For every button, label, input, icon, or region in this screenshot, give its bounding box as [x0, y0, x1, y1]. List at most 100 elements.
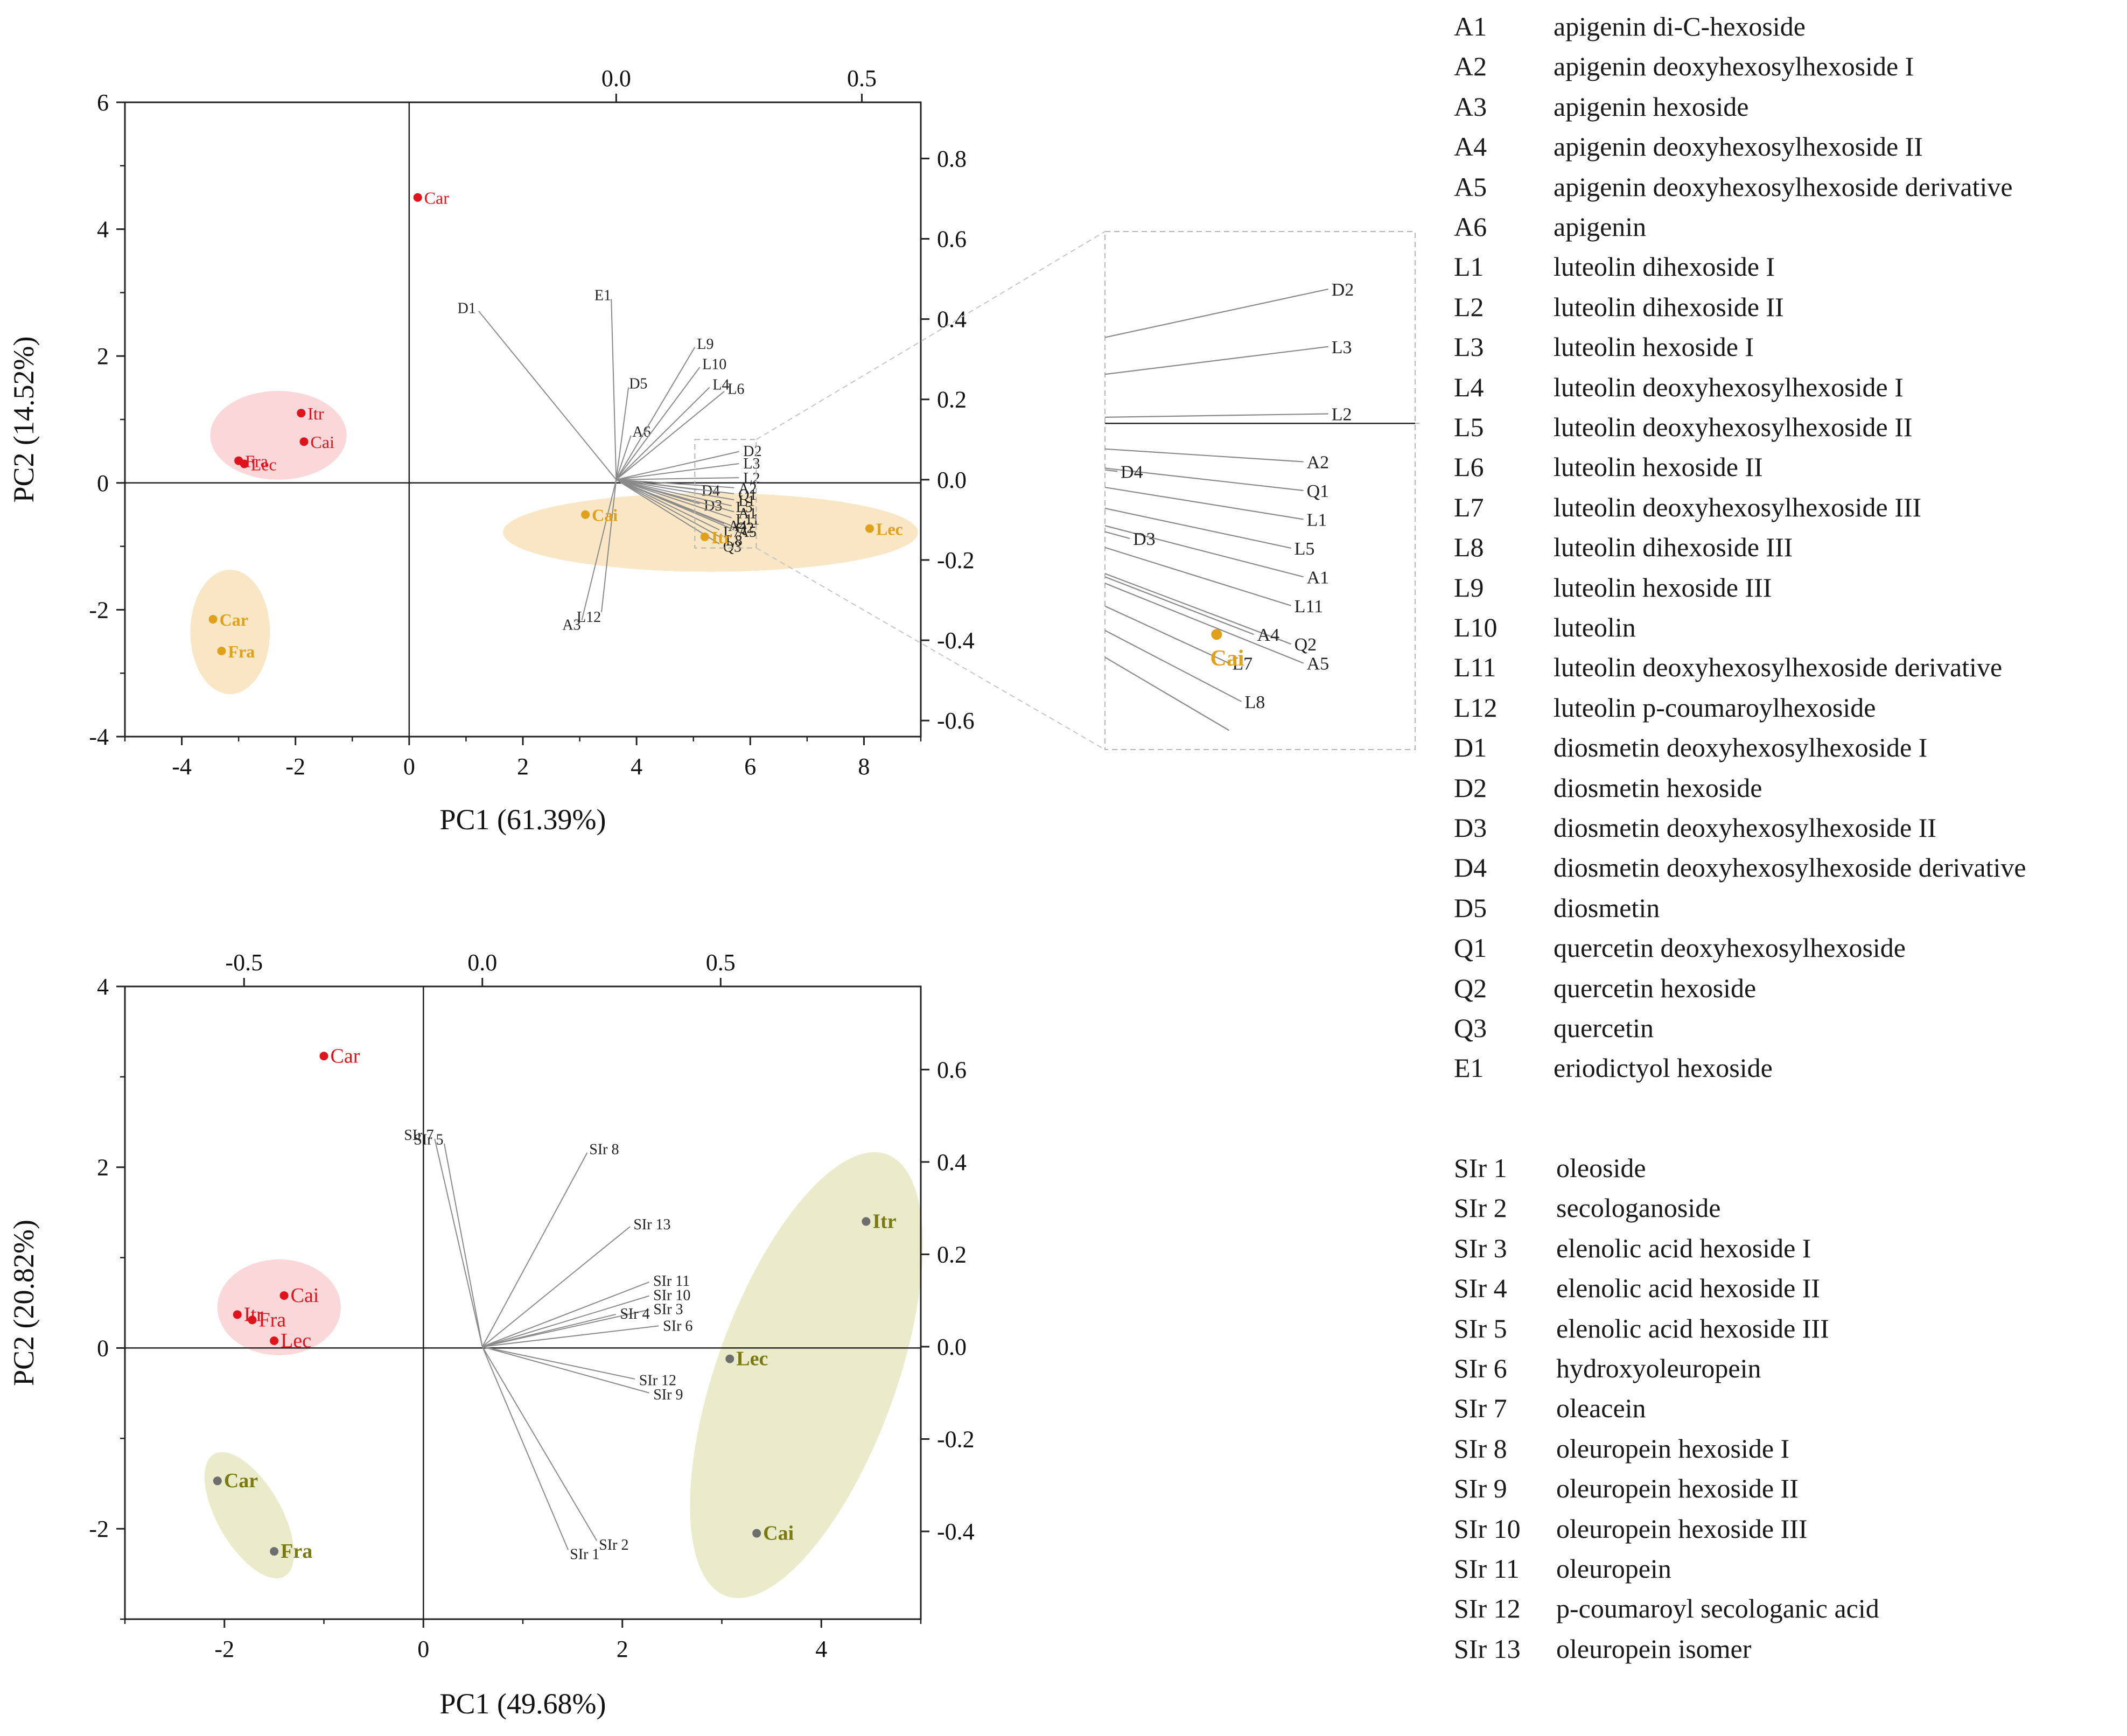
loading-vector-l8: [615, 479, 722, 538]
loading-label-l12: L12: [577, 609, 601, 626]
olive-score-label-lec: Lec: [736, 1348, 768, 1370]
legend-code: SIr 8: [1454, 1433, 1507, 1464]
legend-code: SIr 9: [1454, 1473, 1507, 1504]
legend-row-a4: A4 apigenin deoxyhexosylhexoside II: [1454, 131, 2122, 171]
legend-compound-name: apigenin hexoside: [1554, 91, 1749, 122]
zoom-source-box: [694, 439, 757, 549]
orange-score-label-fra: Fra: [228, 642, 255, 661]
legend-code: SIr 12: [1454, 1593, 1521, 1624]
legend-code: D4: [1454, 852, 1487, 883]
red-score-label-itr: Itr: [307, 404, 324, 423]
loading-vector-l9: [615, 347, 696, 480]
loading-label-a3: A3: [562, 617, 580, 634]
bottom-tick-label: 2: [617, 1636, 628, 1662]
loading-label-a1: A1: [738, 506, 757, 522]
left-tick-label: -2: [89, 597, 109, 623]
loading-label-l9: L9: [697, 336, 713, 353]
legend-row-q2: Q2 quercetin hexoside: [1454, 972, 2122, 1012]
bottom-tick-label: 6: [744, 753, 756, 780]
legend-compound-name: diosmetin deoxyhexosylhexoside I: [1554, 732, 1928, 763]
legend-code: L2: [1454, 291, 1484, 322]
loading-vector-sir-12: [482, 1346, 635, 1380]
bottom-tick-label: -4: [172, 753, 192, 780]
loading-vector-l3: [616, 463, 739, 480]
inset-loading-vector-l2: [1105, 413, 1328, 418]
olive-score-point-fra: [270, 1547, 279, 1556]
inset-loading-vector-l11: [1105, 547, 1291, 606]
secoiridoid-biplot: -2 0 2 4 -2 0 2 4 -0.5 0.0 0.5 0.6 0.4 0.2 0.0 -0.2 -0.4…: [8, 949, 975, 1720]
red-score-label-car: Car: [424, 188, 450, 208]
legend-compound-name: luteolin dihexoside I: [1554, 251, 1775, 282]
legend-code: Q3: [1454, 1013, 1487, 1043]
legend-row-q3: Q3 quercetin: [1454, 1012, 2122, 1052]
loading-label-l4: L4: [712, 377, 729, 394]
olive-score-point-itr: [862, 1217, 871, 1226]
legend-code: D3: [1454, 813, 1487, 843]
legend-code: L8: [1454, 532, 1484, 563]
inset-loading-vector-d2: [1105, 288, 1328, 338]
legend-row-q1: Q1 quercetin deoxyhexosylhexoside: [1454, 932, 2122, 972]
olive-score-label-fra: Fra: [281, 1540, 312, 1563]
loading-vector-a1: [616, 479, 734, 513]
orange-score-label-car: Car: [220, 610, 248, 629]
y-axis-title: PC2 (14.52%): [8, 337, 40, 503]
loading-label-sir-5: SIr 5: [414, 1132, 443, 1149]
zoom-connector-bottom: [755, 547, 1106, 750]
legend-compound-name: oleuropein isomer: [1556, 1633, 1752, 1664]
loading-vector-sir-10: [482, 1295, 649, 1347]
red-score-point-lec: [270, 1336, 279, 1345]
legend-compound-name: apigenin deoxyhexosylhexoside II: [1554, 131, 1923, 162]
inset-frame: [1104, 231, 1416, 750]
legend-compound-name: luteolin deoxyhexosylhexoside derivative: [1554, 652, 2003, 683]
red-score-label-fra: Fra: [245, 452, 268, 471]
red-score-point-itr: [233, 1310, 242, 1319]
legend-row-l4: L4 luteolin deoxyhexosylhexoside I: [1454, 372, 2122, 411]
loading-vector-d1: [478, 311, 617, 480]
bottom-tick-label: 0: [403, 753, 415, 780]
x-axis-title: PC1 (49.68%): [440, 1688, 606, 1720]
loading-vector-l5: [616, 479, 732, 507]
inset-loading-vector-q1: [1105, 467, 1304, 492]
red-score-label-fra: Fra: [258, 1308, 286, 1331]
legend-row-sir-10: SIr 10 oleuropein hexoside III: [1454, 1513, 2122, 1553]
legend-row-l11: L11 luteolin deoxyhexosylhexoside derivat…: [1454, 652, 2122, 691]
legend-code: L5: [1454, 412, 1484, 442]
right-tick-label: 0.0: [937, 467, 967, 493]
right-tick-label: 0.2: [937, 1241, 967, 1268]
inset-loading-vector-q2: [1105, 573, 1291, 645]
inset-loading-vector-l7: [1105, 605, 1229, 664]
legend-code: SIr 3: [1454, 1233, 1507, 1263]
orange-group-ellipse-2: [503, 493, 918, 572]
bottom-tick-label: -2: [285, 753, 305, 780]
loading-vector-a5: [615, 479, 734, 530]
inset-loading-label-a1: A1: [1307, 568, 1330, 587]
red-score-label-cai: Cai: [311, 432, 335, 452]
legend-code: SIr 2: [1454, 1193, 1507, 1223]
top-tick-label: -0.5: [225, 949, 263, 976]
inset-loading-vector-l10: [708, 0, 1130, 423]
olive-group-ellipse-2: [690, 1152, 923, 1598]
inset-score-point-cai: [1211, 629, 1222, 640]
inset-loading-label-l7: L7: [1232, 654, 1253, 674]
legend-code: A5: [1454, 171, 1487, 202]
legend-compound-name: oleuropein: [1556, 1553, 1671, 1584]
legend-compound-name: apigenin: [1554, 212, 1647, 242]
legend-code: L1: [1454, 251, 1484, 282]
red-score-label-lec: Lec: [281, 1329, 311, 1352]
inset-loading-label-l5: L5: [1295, 539, 1315, 559]
legend-compound-name: luteolin dihexoside II: [1554, 291, 1784, 322]
left-tick-label: 4: [97, 216, 109, 243]
y-axis-title: PC2 (20.82%): [8, 1220, 40, 1386]
legend-row-l5: L5 luteolin deoxyhexosylhexoside II: [1454, 411, 2122, 451]
inset-loading-vector-a2: [1105, 448, 1304, 463]
legend-row-a3: A3 apigenin hexoside: [1454, 91, 2122, 131]
legend-compound-name: oleuropein hexoside I: [1556, 1433, 1790, 1464]
legend-row-l3: L3 luteolin hexoside I: [1454, 331, 2122, 371]
inset-loading-label-d4: D4: [1121, 462, 1143, 482]
loading-vector-sir-5: [443, 1143, 483, 1347]
legend-code: A3: [1454, 91, 1487, 122]
loading-label-l8: L8: [726, 533, 743, 549]
legend-compound-name: luteolin p-coumaroylhexoside: [1554, 692, 1876, 723]
loading-label-l7: L7: [723, 524, 740, 541]
legend-compound-name: quercetin: [1554, 1013, 1654, 1043]
